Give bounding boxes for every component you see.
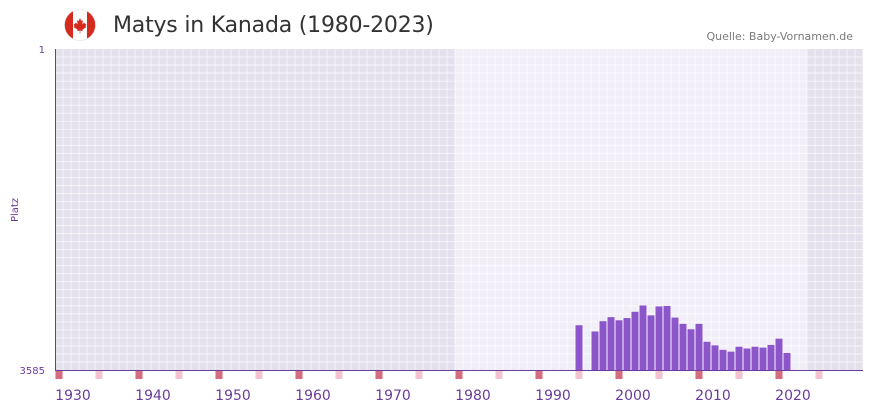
y-axis-title: Platz [10,198,21,222]
bar-2019 [783,352,791,370]
minor-marker-1995 [575,371,583,379]
plot-gridlines [54,49,864,370]
bar-2003 [655,306,663,370]
x-tick-label-1980: 1980 [455,388,491,404]
decade-marker-2000 [615,371,623,379]
x-tick-label-2010: 2010 [695,388,731,404]
bar-2009 [703,341,711,370]
x-tick-label-1960: 1960 [295,388,331,404]
decade-marker-1940 [135,371,143,379]
decade-marker-2010 [695,371,703,379]
x-tick-labels: 1930 1940 1950 1960 1970 1980 1990 2000 2010 2020 [55,388,811,404]
decade-marker-1950 [215,371,223,379]
y-tick-label-bottom: 3585 [20,366,45,377]
decade-marker-1980 [455,371,463,379]
decade-marker-1990 [535,371,543,379]
bar-2018 [775,338,783,370]
bar-2017 [767,344,775,370]
bar-series [575,305,791,370]
bar-2004 [663,305,671,370]
minor-marker-1975 [415,371,423,379]
x-tick-label-1950: 1950 [215,388,251,404]
x-tick-label-1930: 1930 [55,388,91,404]
minor-marker-1945 [175,371,183,379]
bar-2000 [631,311,639,370]
decade-marker-1930 [55,371,63,379]
bar-2011 [719,349,727,370]
x-tick-label-1990: 1990 [535,388,571,404]
decade-marker-1970 [375,371,383,379]
page-title: Matys in Kanada (1980-2023) [113,13,434,38]
bar-2001 [639,305,647,370]
x-tick-label-2000: 2000 [615,388,651,404]
source-credit: Quelle: Baby-Vornamen.de [706,30,853,43]
decade-marker-2020 [775,371,783,379]
bar-1997 [607,317,615,370]
bar-1993 [575,325,583,370]
bar-2005 [671,317,679,370]
y-tick-label-top: 1 [39,45,45,56]
bar-2015 [751,346,759,370]
x-tick-label-1940: 1940 [135,388,171,404]
bar-2006 [679,323,687,370]
minor-marker-1935 [95,371,103,379]
bar-2010 [711,345,719,370]
bar-2013 [735,346,743,370]
minor-marker-1985 [495,371,503,379]
minor-marker-2005 [655,371,663,379]
bar-2014 [743,348,751,370]
bar-1999 [623,318,631,370]
bar-2012 [727,351,735,370]
decade-marker-1960 [295,371,303,379]
bar-2002 [647,315,655,370]
minor-marker-2025 [815,371,823,379]
bar-2016 [759,347,767,370]
year-markers [55,371,823,379]
canada-flag-icon [64,9,96,41]
x-tick-label-1970: 1970 [375,388,411,404]
minor-marker-1955 [255,371,263,379]
minor-marker-1965 [335,371,343,379]
bar-1995 [591,331,599,370]
x-tick-label-2020: 2020 [775,388,811,404]
minor-marker-2015 [735,371,743,379]
bar-1998 [615,320,623,370]
bar-2008 [695,323,703,370]
bar-1996 [599,321,607,370]
bar-2007 [687,329,695,370]
